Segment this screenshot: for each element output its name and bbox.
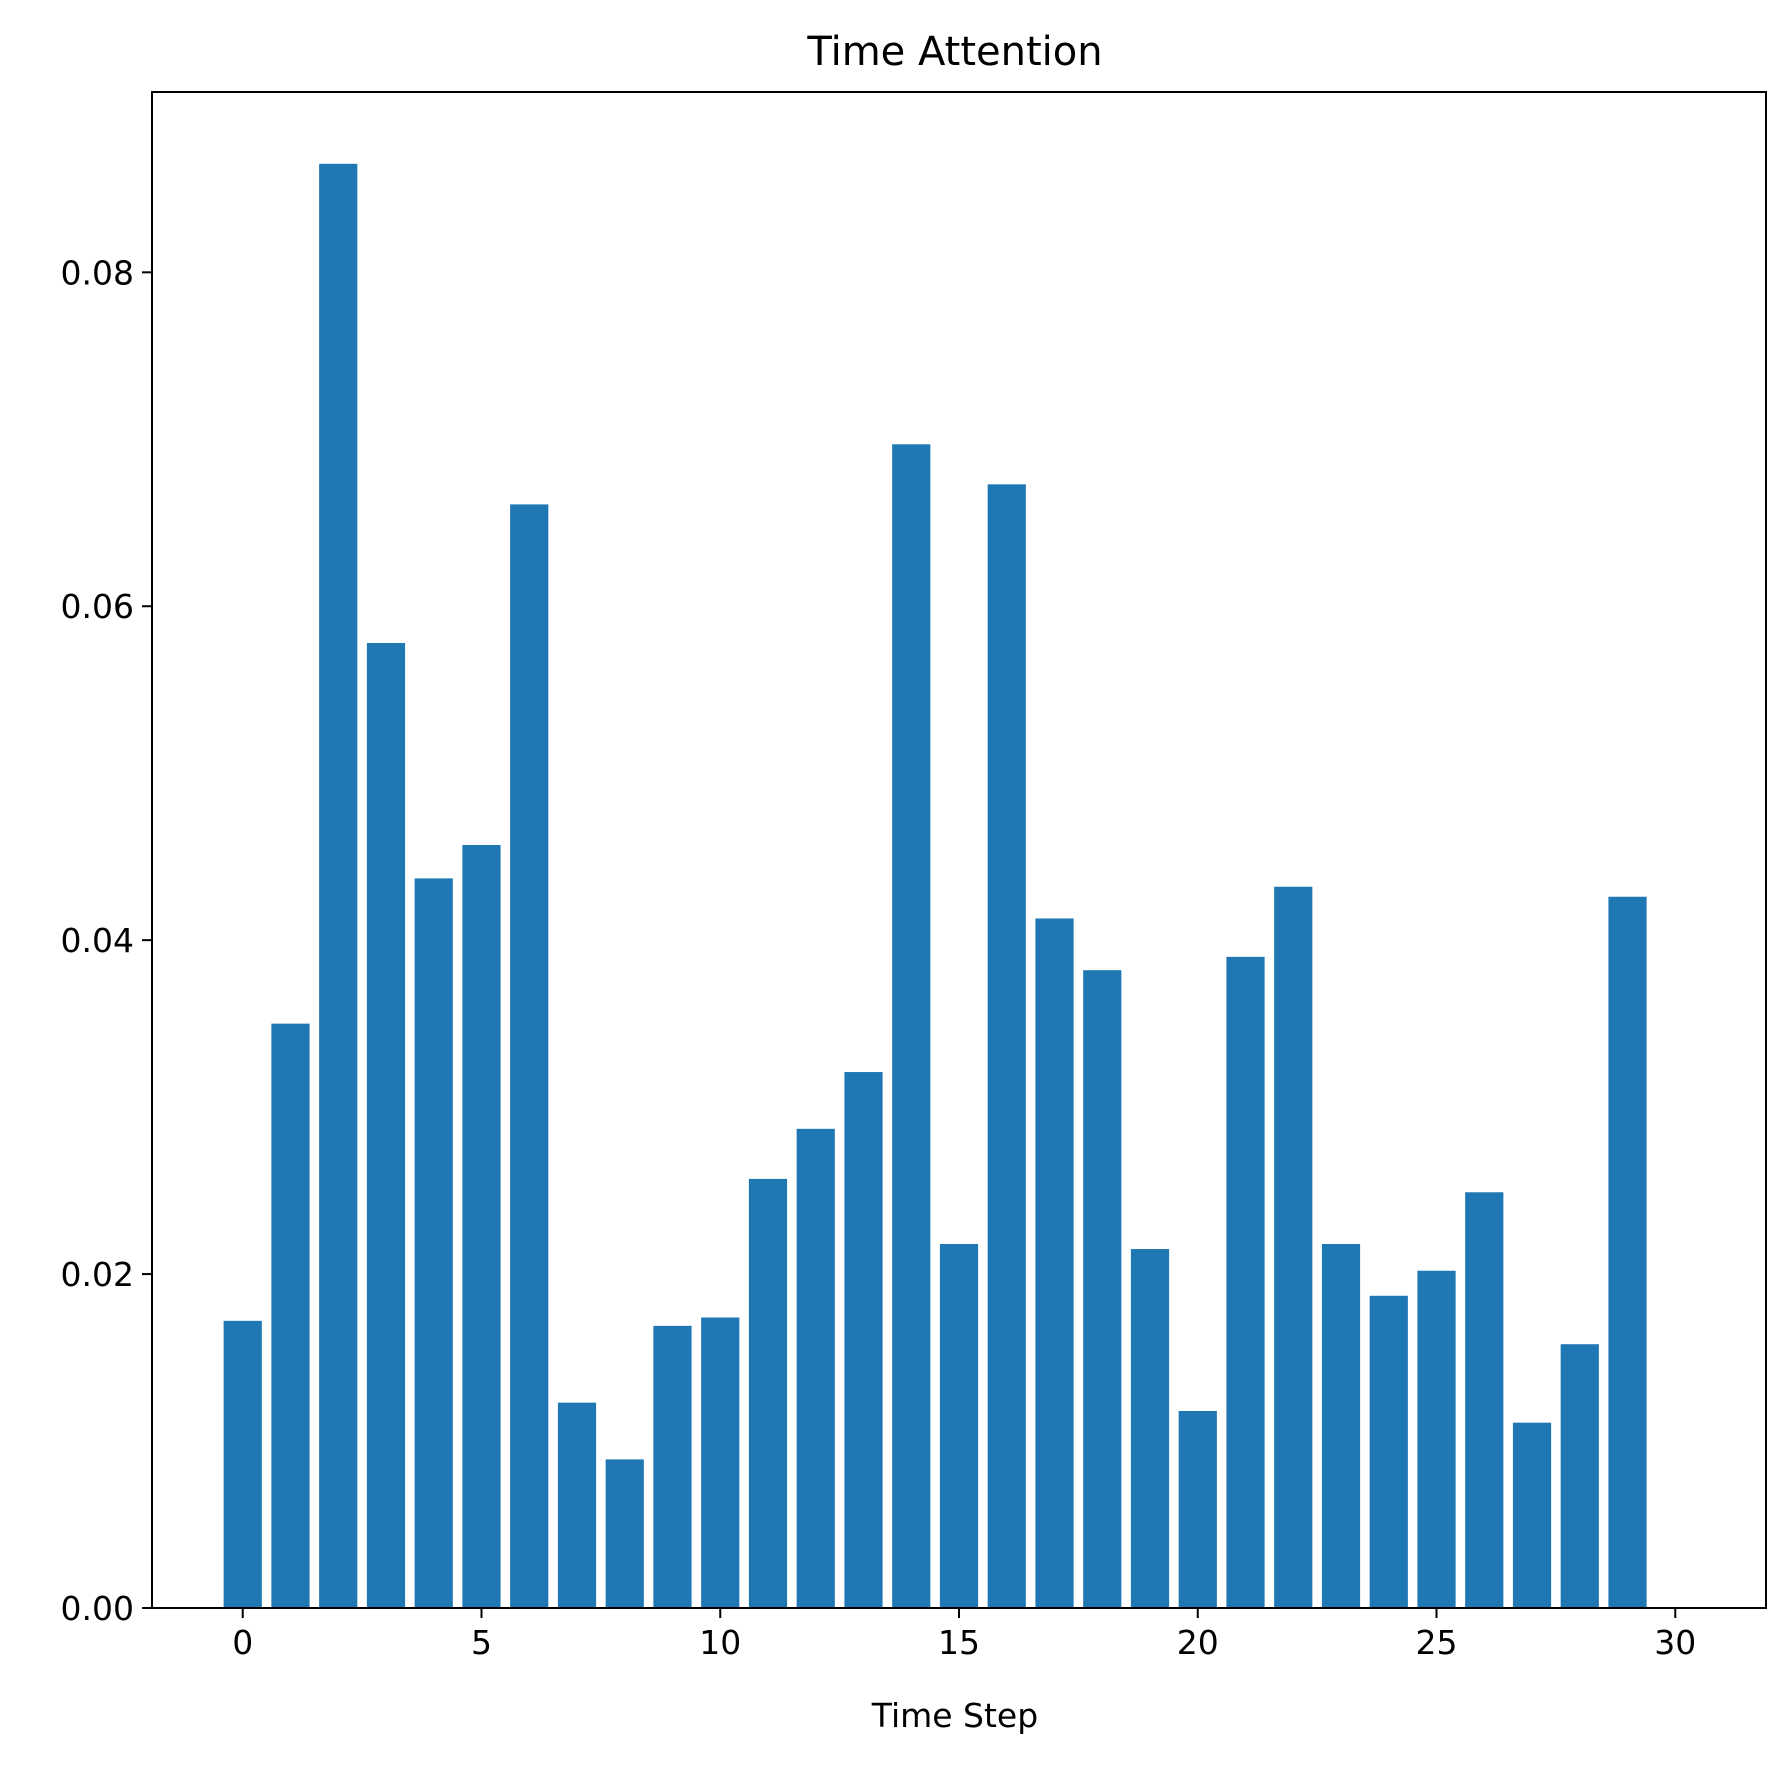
bar-29 xyxy=(1608,896,1647,1608)
y-tick-label: 0.04 xyxy=(61,921,134,960)
bar-20 xyxy=(1178,1410,1217,1608)
bars-group xyxy=(223,163,1647,1609)
y-tick-label: 0.00 xyxy=(61,1589,134,1628)
bar-16 xyxy=(987,484,1026,1609)
bar-6 xyxy=(510,504,549,1608)
x-tick-label: 10 xyxy=(699,1623,741,1662)
x-tick-label: 20 xyxy=(1177,1623,1219,1662)
x-tick-label: 5 xyxy=(471,1623,492,1662)
x-axis-ticks: 0 5 10 15 20 25 30 xyxy=(232,1608,1696,1662)
bar-18 xyxy=(1083,970,1122,1608)
x-tick-label: 0 xyxy=(232,1623,253,1662)
bar-2 xyxy=(319,163,358,1608)
x-axis-label: Time Step xyxy=(871,1696,1038,1735)
bar-11 xyxy=(748,1178,788,1608)
y-tick-label: 0.06 xyxy=(61,587,134,626)
bar-14 xyxy=(892,444,931,1608)
bar-24 xyxy=(1369,1295,1408,1608)
x-tick-label: 15 xyxy=(938,1623,980,1662)
bar-9 xyxy=(653,1325,692,1608)
bar-27 xyxy=(1512,1422,1552,1608)
bar-7 xyxy=(557,1402,597,1608)
x-tick-label: 25 xyxy=(1416,1623,1458,1662)
bar-25 xyxy=(1417,1270,1456,1608)
bar-21 xyxy=(1226,956,1265,1608)
bar-8 xyxy=(605,1459,644,1608)
y-axis-ticks: 0.00 0.02 0.04 0.06 0.08 xyxy=(61,253,152,1628)
bar-23 xyxy=(1321,1244,1361,1608)
bar-3 xyxy=(366,642,406,1608)
bar-22 xyxy=(1274,886,1313,1608)
bar-1 xyxy=(271,1023,310,1608)
bar-17 xyxy=(1035,918,1074,1608)
x-tick-label: 30 xyxy=(1654,1623,1696,1662)
bar-0 xyxy=(223,1320,262,1608)
bar-15 xyxy=(939,1244,979,1608)
bar-26 xyxy=(1465,1192,1504,1608)
bar-12 xyxy=(796,1128,835,1608)
bar-5 xyxy=(462,844,501,1608)
y-tick-label: 0.08 xyxy=(61,253,134,292)
y-tick-label: 0.02 xyxy=(61,1255,134,1294)
bar-4 xyxy=(414,878,453,1608)
bar-13 xyxy=(844,1072,883,1608)
bar-28 xyxy=(1560,1344,1599,1608)
bar-19 xyxy=(1130,1249,1170,1608)
chart-title: Time Attention xyxy=(806,29,1102,75)
bar-10 xyxy=(701,1317,740,1608)
